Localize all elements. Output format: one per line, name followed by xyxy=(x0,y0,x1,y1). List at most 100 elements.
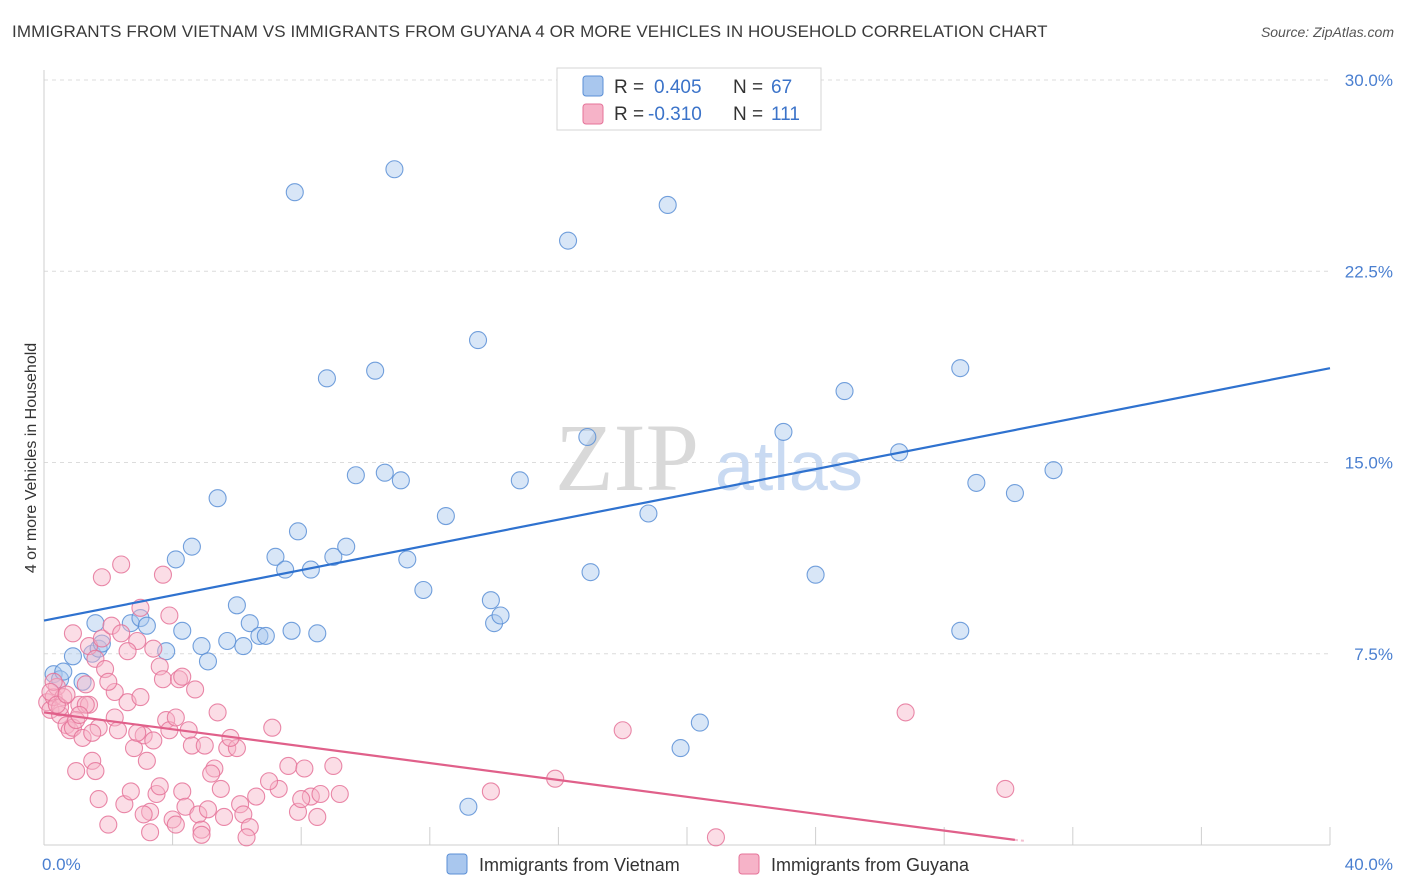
vietnam-point-25 xyxy=(266,547,285,566)
guyana-point-23 xyxy=(99,815,118,834)
vietnam-point-16 xyxy=(192,637,211,656)
guyana-point-52 xyxy=(186,680,205,699)
vietnam-point-43 xyxy=(468,331,488,350)
guyana-point-31 xyxy=(121,782,140,801)
guyana-point-17 xyxy=(86,761,105,781)
guyana-point-42 xyxy=(153,670,173,689)
legend-n-value-vietnam: 67 xyxy=(771,77,792,98)
trend-lines xyxy=(43,367,1331,842)
guyana-point-41 xyxy=(153,565,173,584)
series-guyana-points xyxy=(38,555,1015,847)
vietnam-point-35 xyxy=(346,466,365,485)
watermark-zip: ZIP xyxy=(555,404,699,511)
vietnam-point-21 xyxy=(234,637,253,656)
chart-title: IMMIGRANTS FROM VIETNAM VS IMMIGRANTS FR… xyxy=(12,22,1048,41)
guyana-point-16 xyxy=(83,751,102,770)
y-tick-label-2: 22.5% xyxy=(1345,262,1393,281)
guyana-point-98 xyxy=(70,705,89,725)
vietnam-point-42 xyxy=(436,506,455,526)
guyana-point-76 xyxy=(76,695,95,714)
guyana-point-68 xyxy=(279,756,298,776)
vietnam-point-20 xyxy=(227,596,246,615)
guyana-point-10 xyxy=(67,761,86,781)
vietnam-point-45 xyxy=(485,614,504,633)
vietnam-point-4 xyxy=(73,672,92,691)
legend-r-value-guyana: -0.310 xyxy=(648,104,702,125)
legend-n-label-vietnam: N = xyxy=(733,77,763,98)
guyana-point-61 xyxy=(218,739,237,758)
guyana-point-59 xyxy=(211,779,230,798)
guyana-point-24 xyxy=(102,616,121,635)
y-tick-label-3: 30.0% xyxy=(1345,71,1393,90)
vietnam-point-39 xyxy=(385,160,404,179)
bottom-legend-swatch-guyana xyxy=(738,853,760,875)
vietnam-point-33 xyxy=(324,547,343,566)
vietnam-point-56 xyxy=(806,565,825,584)
guyana-point-92 xyxy=(706,828,725,847)
guyana-point-97 xyxy=(57,685,76,704)
trend-line-guyana xyxy=(43,711,1016,841)
vietnam-point-17 xyxy=(198,652,218,671)
trend-line-guyana-extension xyxy=(1014,838,1026,842)
guyana-point-51 xyxy=(182,736,201,755)
legend-box: R = 0.405 N = 67 R = -0.310 N = 111 xyxy=(556,67,822,131)
trend-line-vietnam xyxy=(43,367,1331,622)
legend-r-label-vietnam: R = xyxy=(614,77,644,98)
guyana-point-48 xyxy=(173,782,192,801)
vietnam-point-40 xyxy=(398,550,417,569)
vietnam-point-19 xyxy=(218,631,237,651)
y-tick-label-1: 15.0% xyxy=(1345,454,1393,473)
guyana-point-79 xyxy=(128,723,147,742)
vietnam-point-64 xyxy=(459,797,478,816)
guyana-point-108 xyxy=(259,772,279,791)
guyana-point-11 xyxy=(70,695,89,714)
guyana-point-53 xyxy=(189,805,208,824)
guyana-point-58 xyxy=(208,703,227,722)
guyana-point-66 xyxy=(263,718,282,737)
guyana-point-62 xyxy=(227,739,246,758)
vietnam-point-59 xyxy=(951,359,970,378)
vietnam-point-48 xyxy=(558,231,578,250)
guyana-point-65 xyxy=(240,818,259,837)
guyana-point-105 xyxy=(173,667,192,686)
guyana-point-106 xyxy=(202,764,221,783)
vietnam-point-3 xyxy=(63,647,82,666)
guyana-point-109 xyxy=(308,807,327,827)
vietnam-point-41 xyxy=(414,580,433,600)
bottom-legend-swatch-vietnam xyxy=(446,853,468,875)
vietnam-point-55 xyxy=(774,422,793,441)
vietnam-point-14 xyxy=(173,621,192,640)
guyana-point-70 xyxy=(295,759,314,778)
vietnam-point-37 xyxy=(375,463,394,482)
guyana-point-104 xyxy=(160,606,179,625)
guyana-point-89 xyxy=(481,782,500,801)
bottom-legend: Immigrants from Vietnam Immigrants from … xyxy=(446,853,970,875)
guyana-point-27 xyxy=(108,721,127,740)
vietnam-point-63 xyxy=(1044,461,1063,480)
vietnam-point-44 xyxy=(481,591,500,610)
guyana-point-47 xyxy=(169,670,189,689)
guyana-point-82 xyxy=(150,777,169,796)
legend-r-label-guyana: R = xyxy=(614,104,644,125)
guyana-point-21 xyxy=(92,568,111,587)
guyana-point-32 xyxy=(124,739,144,758)
vietnam-point-49 xyxy=(578,427,597,447)
vietnam-point-10 xyxy=(131,608,150,628)
guyana-point-28 xyxy=(112,555,131,574)
vietnam-point-15 xyxy=(182,537,201,556)
vietnam-point-34 xyxy=(337,537,356,556)
guyana-point-56 xyxy=(198,800,218,819)
y-axis-label: 4 or more Vehicles in Household xyxy=(23,343,40,573)
guyana-point-80 xyxy=(134,805,153,824)
vietnam-point-54 xyxy=(690,713,709,732)
legend-r-value-vietnam: 0.405 xyxy=(654,77,702,98)
guyana-point-86 xyxy=(237,828,256,847)
guyana-point-107 xyxy=(247,787,266,806)
legend-n-value-guyana: 111 xyxy=(771,104,800,125)
tick-labels: 7.5% 15.0% 22.5% 30.0% 0.0% 40.0% xyxy=(42,71,1393,874)
legend-swatch-guyana xyxy=(582,103,604,125)
guyana-point-60 xyxy=(214,807,234,827)
vietnam-point-53 xyxy=(671,739,690,758)
guyana-point-84 xyxy=(192,825,211,844)
